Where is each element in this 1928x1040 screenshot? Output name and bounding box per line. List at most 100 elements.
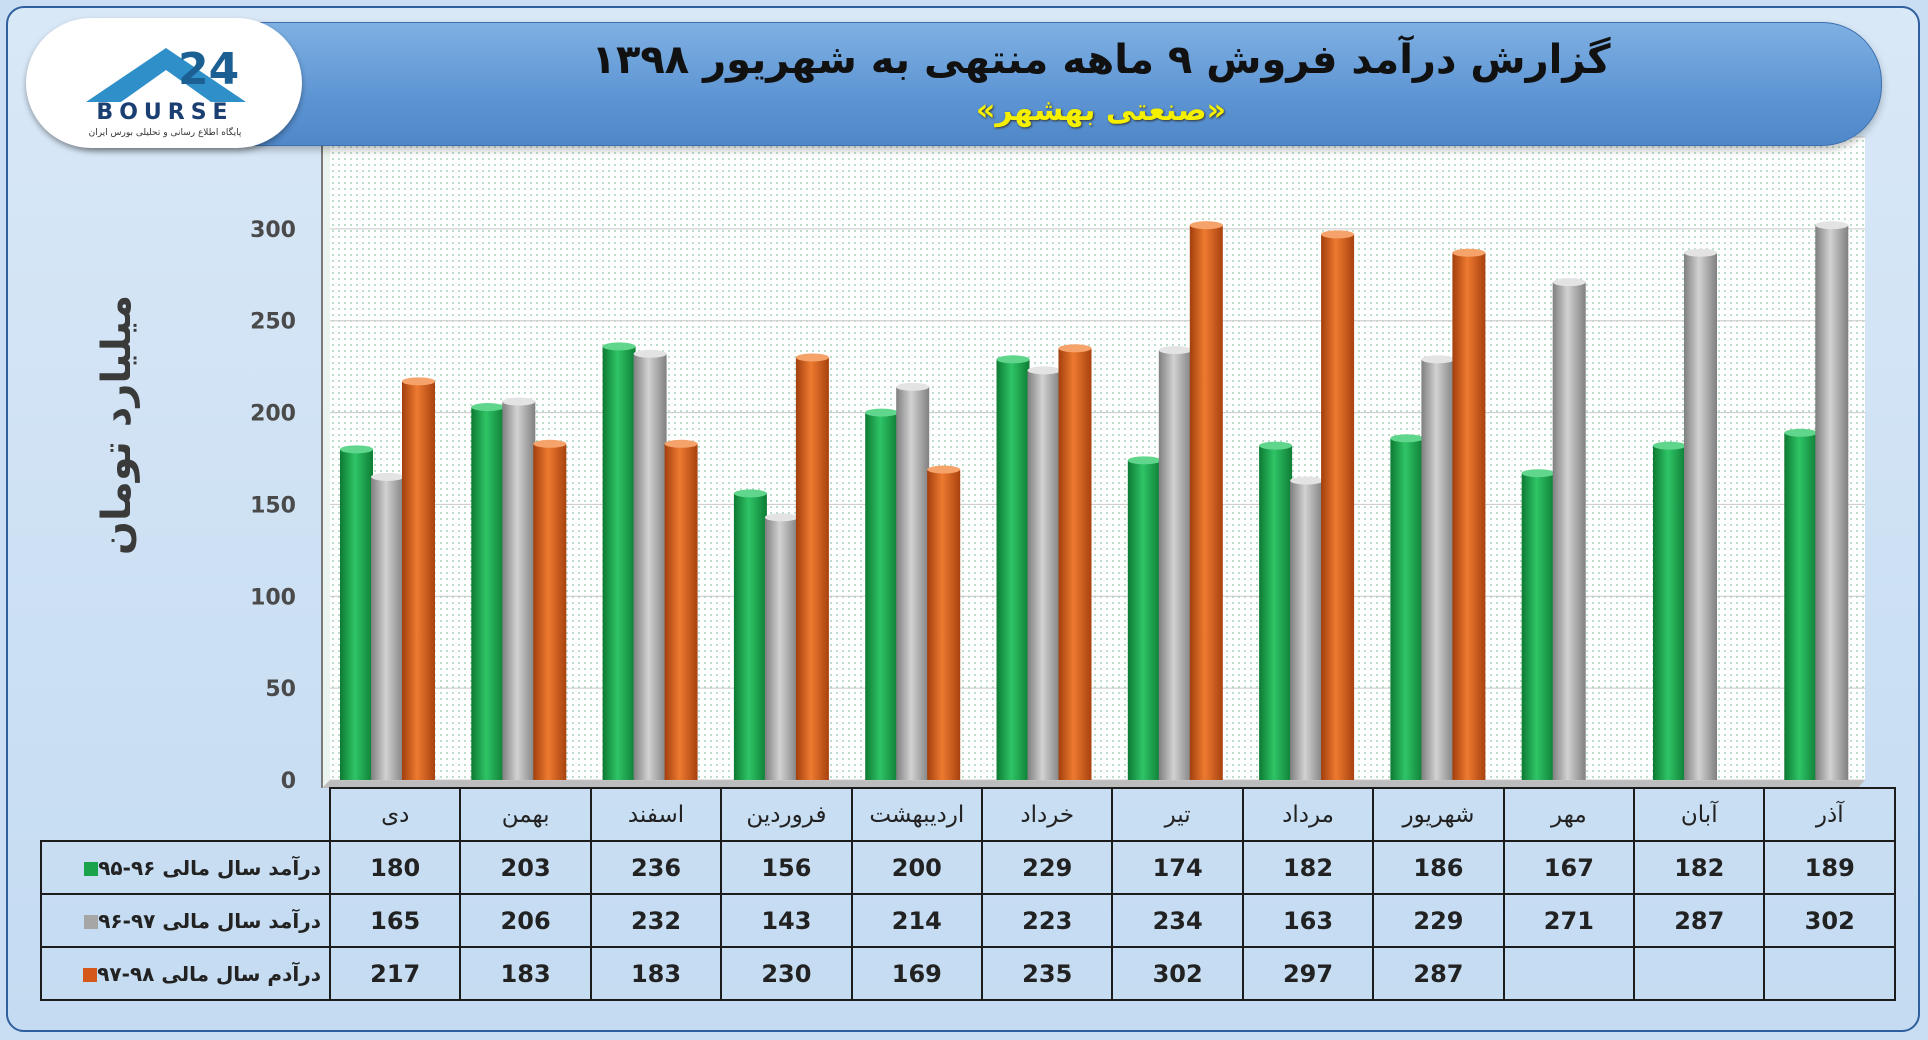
table-cell: 235 xyxy=(981,946,1114,1001)
table-header-cell: مهر xyxy=(1502,787,1636,842)
bar-cap-series-3 xyxy=(533,439,567,448)
table-row-series-1: درآمد سال مالی ۹۶-۹۵ 180 203 236 156 200… xyxy=(40,840,1896,895)
bar-cap-series-1 xyxy=(1390,434,1424,443)
bar-cap-series-2 xyxy=(1815,221,1849,230)
table-cell: 182 xyxy=(1241,840,1375,895)
bar-series-2 xyxy=(633,353,667,780)
bar-cap-series-3 xyxy=(1189,221,1223,230)
bar-cap-series-2 xyxy=(1158,346,1192,355)
table-header-cell: مرداد xyxy=(1241,787,1375,842)
bar-series-3 xyxy=(402,381,435,780)
bar-cap-series-2 xyxy=(764,513,798,522)
bar-series-1 xyxy=(471,407,505,780)
table-cell: 217 xyxy=(328,946,462,1001)
table-cell: 186 xyxy=(1372,840,1505,895)
table-header-cell: تیر xyxy=(1111,787,1244,842)
bar-series-1 xyxy=(340,449,373,780)
bar-cap-series-2 xyxy=(1027,366,1061,375)
svg-text:24: 24 xyxy=(178,44,239,95)
title-banner: گزارش درآمد فروش ۹ ماهه منتهی به شهریور … xyxy=(40,22,1882,146)
bar-series-2 xyxy=(1684,252,1717,781)
table-header-cell: دی xyxy=(328,787,462,842)
table-cell: 214 xyxy=(850,893,984,948)
bar-series-2 xyxy=(1815,225,1849,780)
y-tick-label: 150 xyxy=(250,493,296,518)
bar-cap-series-1 xyxy=(471,403,505,412)
bar-series-2 xyxy=(1552,282,1586,780)
table-cell: 189 xyxy=(1763,840,1896,895)
table-cell: 206 xyxy=(459,893,592,948)
series-3-label: درآدم سال مالی ۹۸-۹۷ xyxy=(40,946,331,1001)
bar-cap-series-2 xyxy=(1552,278,1586,287)
bar-series-1 xyxy=(1521,473,1555,780)
table-header-cell: بهمن xyxy=(459,787,592,842)
bar-cap-series-3 xyxy=(1321,230,1355,239)
bar-cap-series-1 xyxy=(733,489,767,498)
table-cell: 287 xyxy=(1633,893,1766,948)
series-1-label: درآمد سال مالی ۹۶-۹۵ xyxy=(40,840,331,895)
bar-series-3 xyxy=(533,443,567,780)
bar-cap-series-3 xyxy=(927,465,961,474)
bar-cap-series-2 xyxy=(1684,248,1717,257)
table-header-cell: شهریور xyxy=(1372,787,1505,842)
y-tick-label: 0 xyxy=(281,769,296,794)
y-axis-label: میلیارد تومان xyxy=(94,295,140,555)
bar-cap-series-2 xyxy=(502,397,536,406)
y-tick-label: 200 xyxy=(250,402,296,427)
logo-subtext: پایگاه اطلاع رسانی و تحلیلی بورس ایران xyxy=(88,128,242,138)
y-tick-label: 300 xyxy=(250,218,296,243)
bar-series-1 xyxy=(1127,460,1161,780)
bar-series-3 xyxy=(664,443,698,780)
legend-swatch-gray xyxy=(84,915,99,929)
series-2-label: درآمد سال مالی ۹۷-۹۶ xyxy=(40,893,331,948)
table-cell: 183 xyxy=(459,946,592,1001)
table-corner xyxy=(41,788,331,842)
legend-swatch-orange xyxy=(83,968,98,982)
table-cell: 165 xyxy=(328,893,462,948)
table-cell: 200 xyxy=(850,840,984,895)
y-axis-ticks: 050100150200250300350 xyxy=(250,126,296,794)
bar-series-3 xyxy=(927,469,961,780)
bar-cap-series-2 xyxy=(896,382,930,391)
bar-cap-series-2 xyxy=(1290,476,1324,485)
table-cell: 271 xyxy=(1502,893,1636,948)
data-table: دی بهمن اسفند فروردین اردیبهشت خرداد تیر… xyxy=(40,787,1896,1001)
bar-cap-series-2 xyxy=(371,472,404,481)
bar-series-2 xyxy=(502,401,536,780)
table-cell: 302 xyxy=(1763,893,1896,948)
table-cell: 236 xyxy=(589,840,723,895)
bar-cap-series-1 xyxy=(340,445,373,454)
table-cell: 167 xyxy=(1502,840,1636,895)
bar-cap-series-3 xyxy=(1452,248,1486,257)
bar-series-2 xyxy=(1158,350,1192,780)
legend-swatch-green xyxy=(84,862,99,876)
table-cell: 203 xyxy=(459,840,592,895)
bar-series-2 xyxy=(764,517,798,780)
bar-series-3 xyxy=(1321,234,1355,780)
table-header-cell: اسفند xyxy=(589,787,723,842)
bar-series-1 xyxy=(602,346,636,780)
chart-subtitle: «صنعتی بهشهر» xyxy=(975,93,1227,128)
table-cell: 169 xyxy=(850,946,984,1001)
table-row-series-3: درآدم سال مالی ۹۸-۹۷ 217 183 183 230 169… xyxy=(40,946,1896,1001)
y-tick-label: 50 xyxy=(265,677,296,702)
bar-cap-series-3 xyxy=(1058,344,1092,353)
table-cell: 156 xyxy=(720,840,853,895)
y-tick-label: 250 xyxy=(250,310,296,335)
table-header-cell: آبان xyxy=(1633,787,1766,842)
y-tick-label: 100 xyxy=(250,585,296,610)
bar-cap-series-3 xyxy=(795,353,829,362)
bar-series-2 xyxy=(1421,359,1455,780)
table-cell xyxy=(1502,946,1636,1001)
bar-series-2 xyxy=(371,476,404,780)
bar-cap-series-1 xyxy=(1127,456,1161,465)
table-header-cell: خرداد xyxy=(981,787,1114,842)
logo: 24 BOURSE پایگاه اطلاع رسانی و تحلیلی بو… xyxy=(26,18,302,148)
bar-cap-series-3 xyxy=(664,439,698,448)
table-header-row: دی بهمن اسفند فروردین اردیبهشت خرداد تیر… xyxy=(41,787,1896,842)
table-cell: 234 xyxy=(1111,893,1244,948)
bar-cap-series-1 xyxy=(1259,441,1293,450)
bar-series-2 xyxy=(896,386,930,780)
chart-title: گزارش درآمد فروش ۹ ماهه منتهی به شهریور … xyxy=(591,37,1611,83)
bar-series-3 xyxy=(1452,252,1486,781)
